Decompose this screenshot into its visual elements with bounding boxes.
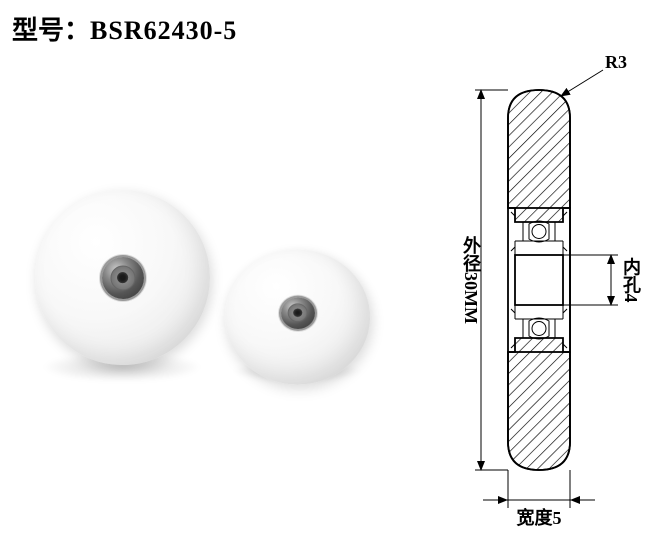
- width-label: 宽度5: [517, 507, 562, 528]
- outer-diameter-label: 外径30MM: [461, 235, 481, 324]
- title-bar: 型号：BSR62430-5: [12, 10, 237, 47]
- bearing-hub-icon: [280, 297, 315, 329]
- engineering-diagram: R3 外径30MM 内孔4 宽度5: [423, 40, 653, 530]
- model-number: BSR62430-5: [90, 16, 237, 45]
- bore-label: 内孔4: [621, 256, 641, 302]
- title-label: 型号：: [12, 16, 90, 45]
- radius-label: R3: [605, 52, 627, 72]
- bearing-hub-icon: [102, 257, 144, 299]
- wheel-large: [35, 190, 210, 365]
- product-photo: [20, 160, 420, 400]
